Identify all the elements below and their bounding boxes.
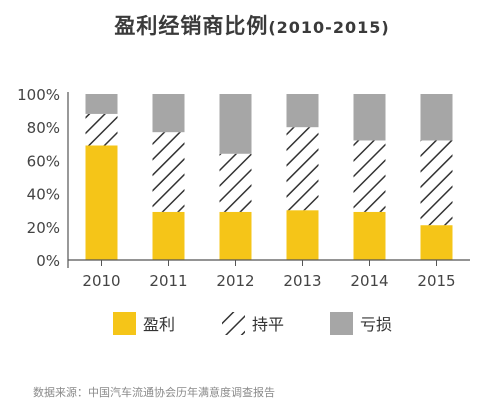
bar-segment-2013-2 [286, 127, 319, 211]
bar-segment-2010-2 [85, 113, 118, 146]
legend-swatch-2 [222, 312, 245, 335]
bars [85, 94, 453, 260]
x-tick-label: 2013 [283, 272, 321, 290]
y-tick-label: 100% [17, 86, 60, 104]
bar-segment-2015-3 [420, 94, 453, 141]
legend-label-2: 持平 [252, 315, 284, 334]
data-source-note: 数据来源：中国汽车流通协会历年满意度调查报告 [33, 386, 275, 399]
y-tick-label: 60% [27, 152, 60, 170]
legend-label-3: 亏损 [360, 315, 392, 334]
bar-segment-2015-1 [420, 225, 453, 260]
x-tick-label: 2014 [350, 272, 388, 290]
chart-title-text: 盈利经销商比例 [114, 14, 269, 38]
y-tick-label: 0% [36, 252, 60, 270]
y-axis: 0% 20% 40% 60% 80% 100% [17, 86, 69, 270]
bar-segment-2015-2 [420, 140, 453, 226]
bar-segment-2012-3 [219, 94, 252, 154]
bar-segment-2011-3 [152, 94, 185, 133]
bar-segment-2014-1 [353, 211, 386, 260]
bar-segment-2014-3 [353, 94, 386, 141]
bar-segment-2011-2 [152, 132, 185, 212]
legend-swatch-3 [330, 312, 353, 335]
bar-segment-2010-1 [85, 145, 118, 260]
bar-segment-2012-1 [219, 211, 252, 260]
chart-subtitle: (2010-2015) [268, 18, 390, 37]
x-tick-label: 2015 [417, 272, 455, 290]
bar-segment-2010-3 [85, 94, 118, 114]
bar-segment-2012-2 [219, 153, 252, 212]
y-tick-label: 40% [27, 186, 60, 204]
chart-title: 盈利经销商比例(2010-2015) [0, 10, 504, 40]
legend-label-1: 盈利 [143, 315, 175, 334]
y-tick-label: 80% [27, 119, 60, 137]
x-tick-label: 2010 [82, 272, 120, 290]
legend-swatch-1 [113, 312, 136, 335]
bar-segment-2013-3 [286, 94, 319, 128]
x-tick-label: 2011 [149, 272, 187, 290]
bar-segment-2014-2 [353, 140, 386, 212]
x-tick-label: 2012 [216, 272, 254, 290]
legend: 盈利 持平 亏损 [113, 312, 392, 335]
x-axis: 2010 2011 2012 2013 2014 2015 [68, 259, 470, 290]
bar-segment-2011-1 [152, 211, 185, 260]
y-tick-label: 20% [27, 219, 60, 237]
bar-segment-2013-1 [286, 210, 319, 260]
